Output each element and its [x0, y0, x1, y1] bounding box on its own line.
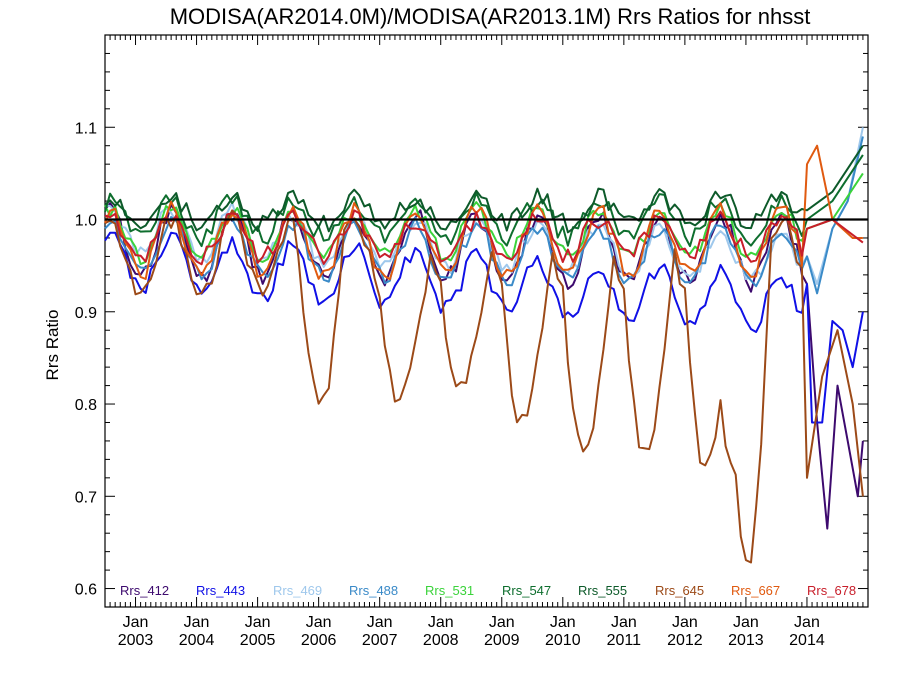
chart-title: MODISA(AR2014.0M)/MODISA(AR2013.1M) Rrs …	[170, 4, 811, 29]
x-tick-label-month: Jan	[184, 614, 210, 631]
x-tick-label-month: Jan	[611, 614, 637, 631]
legend-item-rrs-488: Rrs_488	[349, 583, 398, 598]
x-tick-label-month: Jan	[306, 614, 332, 631]
x-tick-label-month: Jan	[672, 614, 698, 631]
x-tick-label-month: Jan	[245, 614, 271, 631]
x-tick-label-month: Jan	[550, 614, 576, 631]
legend-item-rrs-678: Rrs_678	[807, 583, 856, 598]
x-tick-label-month: Jan	[489, 614, 515, 631]
series-line-rrs-678	[104, 209, 864, 266]
x-ticks: Jan2003Jan2004Jan2005Jan2006Jan2007Jan20…	[104, 35, 869, 649]
x-tick-label-year: 2010	[545, 632, 581, 649]
x-tick-label-month: Jan	[123, 614, 149, 631]
legend-item-rrs-443: Rrs_443	[196, 583, 245, 598]
y-axis-label: Rrs Ratio	[43, 310, 62, 381]
legend: Rrs_412 Rrs_443 Rrs_469 Rrs_488 Rrs_531 Rrs_5…	[120, 583, 856, 598]
x-tick-label-year: 2012	[667, 632, 703, 649]
x-tick-label-month: Jan	[428, 614, 454, 631]
x-tick-label-year: 2003	[118, 632, 154, 649]
legend-item-rrs-412: Rrs_412	[120, 583, 169, 598]
x-tick-label-year: 2011	[607, 632, 642, 649]
series-line-rrs-555	[104, 145, 864, 234]
x-tick-label-year: 2014	[789, 632, 825, 649]
series-line-rrs-469	[104, 127, 864, 286]
x-tick-label-month: Jan	[794, 614, 820, 631]
y-tick-label: 0.7	[75, 489, 97, 506]
x-tick-label-month: Jan	[367, 614, 393, 631]
legend-item-rrs-645: Rrs_645	[655, 583, 704, 598]
x-tick-label-year: 2008	[423, 632, 459, 649]
series-layer	[104, 127, 864, 564]
x-tick-label-year: 2004	[179, 632, 215, 649]
y-ticks: 0.6 0.7 0.8 0.9 1.0 1.1	[75, 52, 868, 608]
x-tick-label-year: 2005	[240, 632, 276, 649]
y-tick-label: 0.6	[75, 582, 97, 599]
plot-frame	[104, 34, 869, 608]
x-tick-label-year: 2007	[362, 632, 398, 649]
y-tick-label: 1.1	[75, 120, 97, 137]
series-line-rrs-443	[104, 231, 864, 424]
legend-item-rrs-555: Rrs_555	[578, 583, 627, 598]
legend-item-rrs-547: Rrs_547	[502, 583, 551, 598]
y-tick-label: 0.8	[75, 397, 97, 414]
x-tick-label-month: Jan	[733, 614, 759, 631]
y-tick-label: 1.0	[75, 213, 97, 230]
legend-item-rrs-667: Rrs_667	[731, 583, 780, 598]
x-tick-label-year: 2006	[301, 632, 337, 649]
x-tick-label-year: 2009	[484, 632, 520, 649]
legend-item-rrs-469: Rrs_469	[273, 583, 322, 598]
x-tick-label-year: 2013	[728, 632, 764, 649]
legend-item-rrs-531: Rrs_531	[425, 583, 474, 598]
y-tick-label: 0.9	[75, 305, 97, 322]
